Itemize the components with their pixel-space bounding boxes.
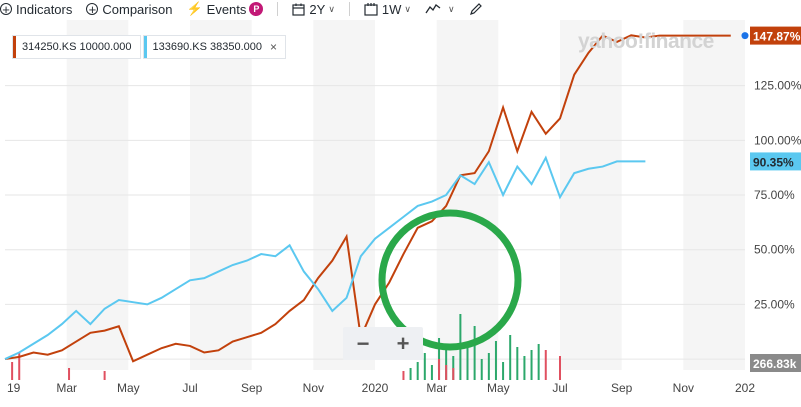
volume-bar — [445, 365, 448, 380]
plus-circle-icon: + — [0, 3, 12, 16]
last-point-marker — [741, 32, 749, 40]
volume-bar — [544, 350, 547, 380]
volume-bar — [530, 350, 533, 380]
events-label: Events — [206, 1, 247, 17]
x-tick-label: Nov — [303, 381, 324, 395]
y-tick-label: 100.00% — [754, 133, 801, 147]
volume-bar — [409, 368, 412, 380]
comparison-label: Comparison — [102, 1, 173, 17]
interval-selector[interactable]: 1W ∨ — [364, 2, 411, 17]
close-icon[interactable]: × — [270, 40, 278, 54]
x-tick-label: Jul — [182, 381, 197, 395]
x-tick-label: Sep — [241, 381, 263, 395]
y-tick-label: 25.00% — [754, 297, 795, 311]
chart-toolbar: + Indicators + Comparison ⚡ Events P 2Y … — [0, 0, 801, 18]
series-1-swatch — [13, 36, 16, 58]
volume-bar — [11, 362, 14, 380]
volume-bar — [523, 356, 526, 380]
last-value-label: 90.35% — [753, 155, 794, 169]
x-tick-label: Mar — [56, 381, 77, 395]
y-tick-label: 75.00% — [754, 188, 795, 202]
events-badge: P — [249, 2, 264, 16]
volume-bar — [452, 368, 455, 380]
yahoo-finance-watermark: yahoo!finance — [578, 30, 714, 53]
zoom-out-button[interactable]: − — [356, 330, 370, 356]
events-button[interactable]: ⚡ Events P — [186, 1, 264, 17]
x-tick-label: 202 — [735, 381, 755, 395]
volume-bar — [473, 326, 476, 380]
volume-bar — [537, 344, 540, 380]
interval-value: 1W — [381, 1, 402, 17]
volume-bar — [509, 335, 512, 380]
pencil-icon — [469, 2, 483, 16]
volume-bar — [494, 341, 497, 380]
indicators-label: Indicators — [16, 1, 73, 17]
x-tick-label: May — [117, 381, 140, 395]
chart-legend: 314250.KS 10000.000 133690.KS 38350.000 … — [12, 35, 288, 59]
comparison-button[interactable]: + Comparison — [86, 2, 172, 17]
x-tick-label: Nov — [673, 381, 694, 395]
last-value-label: 266.83k — [753, 357, 797, 371]
chevron-down-icon: ∨ — [448, 3, 455, 14]
y-tick-label: 125.00% — [754, 79, 801, 93]
volume-bar — [430, 365, 433, 380]
toolbar-divider — [277, 2, 279, 16]
volume-bar — [18, 353, 21, 380]
x-tick-label: 2020 — [362, 381, 389, 395]
last-value-label: 147.87% — [753, 30, 801, 44]
last-value-tag — [750, 26, 801, 45]
volume-bar — [502, 362, 505, 380]
legend-series-1-label: 314250.KS 10000.000 — [22, 41, 132, 53]
legend-series-2[interactable]: 133690.KS 38350.000 × — [142, 35, 287, 59]
volume-bar — [103, 371, 106, 380]
legend-series-2-label: 133690.KS 38350.000 — [152, 41, 263, 53]
legend-series-1[interactable]: 314250.KS 10000.000 — [12, 35, 141, 59]
plus-circle-icon: + — [86, 3, 99, 16]
last-value-tag — [750, 152, 801, 171]
lightning-icon: ⚡ — [186, 1, 203, 16]
draw-button[interactable] — [469, 2, 487, 16]
volume-bar — [416, 362, 419, 380]
x-tick-label: Jul — [552, 381, 567, 395]
volume-bar — [516, 347, 519, 380]
chart-type-selector[interactable]: ∨ — [425, 3, 455, 15]
last-value-tag — [750, 354, 801, 372]
zoom-in-button[interactable]: + — [396, 330, 410, 356]
series-line — [4, 34, 731, 363]
x-tick-label: 19 — [7, 381, 21, 395]
calendar-icon — [292, 3, 306, 16]
x-tick-label: Mar — [426, 381, 447, 395]
series-line — [4, 155, 646, 360]
volume-bar — [438, 359, 441, 380]
candlestick-icon — [364, 2, 378, 16]
highlight-circle — [378, 209, 522, 351]
volume-bar — [423, 353, 426, 380]
volume-bar — [480, 359, 483, 380]
range-value: 2Y — [309, 1, 326, 17]
volume-bar — [466, 344, 469, 380]
comparison-chart[interactable]: 125.00%100.00%75.00%50.00%25.00%0.00%19M… — [0, 20, 801, 407]
volume-bar — [559, 356, 561, 380]
volume-bar — [402, 371, 405, 380]
volume-bar — [487, 353, 490, 380]
range-selector[interactable]: 2Y ∨ — [292, 2, 335, 17]
y-tick-label: 50.00% — [754, 243, 795, 257]
chevron-down-icon: ∨ — [328, 3, 335, 14]
x-tick-label: Sep — [611, 381, 633, 395]
zoom-controls: − + — [343, 327, 423, 360]
chevron-down-icon: ∨ — [404, 3, 411, 14]
x-tick-label: May — [487, 381, 510, 395]
line-chart-icon — [425, 3, 441, 15]
toolbar-divider — [348, 2, 350, 16]
volume-bar — [68, 368, 71, 380]
series-2-swatch — [143, 36, 147, 58]
indicators-button[interactable]: + Indicators — [0, 2, 72, 17]
